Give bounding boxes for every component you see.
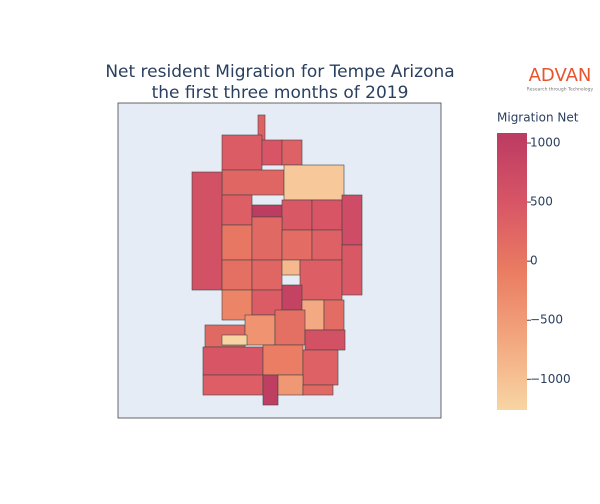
region xyxy=(299,259,343,301)
region xyxy=(302,349,339,386)
colorbar-title: Migration Net xyxy=(497,111,579,125)
region xyxy=(221,169,285,196)
region xyxy=(277,374,304,396)
region xyxy=(341,194,363,246)
region xyxy=(251,216,283,261)
region xyxy=(283,164,345,201)
region xyxy=(262,344,304,376)
region xyxy=(262,374,279,406)
region xyxy=(221,224,253,261)
region xyxy=(221,334,248,346)
region xyxy=(302,384,334,396)
region xyxy=(261,139,283,166)
region xyxy=(341,244,363,296)
colorbar-tick-label: −1000 xyxy=(530,372,571,386)
colorbar-tick-label: 1000 xyxy=(530,136,561,150)
title-line: Net resident Migration for Tempe Arizona xyxy=(105,62,454,82)
region xyxy=(221,134,263,171)
colorbar xyxy=(497,133,527,410)
colorbar-tick-label: 0 xyxy=(530,254,538,268)
region xyxy=(311,199,343,231)
region xyxy=(281,259,301,276)
region xyxy=(251,204,283,218)
region xyxy=(202,346,264,376)
region xyxy=(251,259,283,291)
colorbar-tick-label: 500 xyxy=(530,195,553,209)
logo-tagline: Research through Technology xyxy=(527,87,594,93)
region xyxy=(281,139,303,166)
colorbar-tick-label: −500 xyxy=(530,313,563,327)
region xyxy=(191,171,223,291)
title-line: the first three months of 2019 xyxy=(152,83,409,103)
region xyxy=(311,229,343,261)
region xyxy=(281,199,313,231)
logo: ADVAN xyxy=(529,65,592,86)
region xyxy=(221,194,253,226)
region xyxy=(221,259,253,291)
region xyxy=(304,329,346,351)
region xyxy=(281,284,303,311)
region xyxy=(274,309,306,346)
region xyxy=(281,229,313,261)
region xyxy=(244,314,276,346)
region xyxy=(323,299,345,331)
region xyxy=(202,374,264,396)
